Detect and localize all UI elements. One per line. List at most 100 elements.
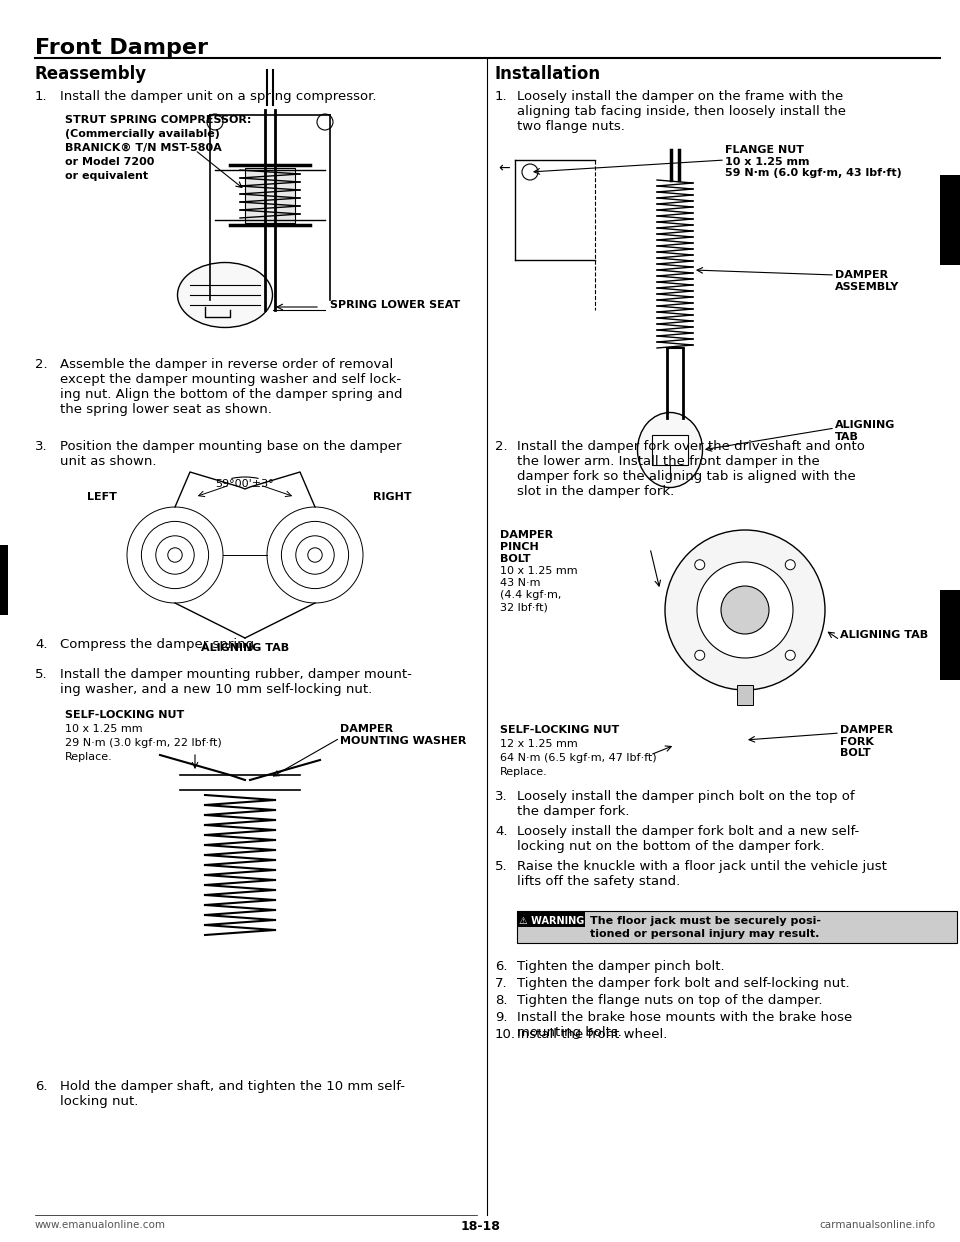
Circle shape bbox=[317, 114, 333, 130]
Text: 10 x 1.25 mm: 10 x 1.25 mm bbox=[500, 566, 578, 576]
Text: ←: ← bbox=[498, 161, 510, 175]
Text: 1.: 1. bbox=[35, 89, 48, 103]
Circle shape bbox=[207, 114, 223, 130]
Text: 10 x 1.25 mm: 10 x 1.25 mm bbox=[65, 724, 143, 734]
Text: ALIGNING TAB: ALIGNING TAB bbox=[840, 630, 928, 640]
Circle shape bbox=[721, 586, 769, 633]
Circle shape bbox=[281, 522, 348, 589]
Text: 1.: 1. bbox=[495, 89, 508, 103]
Text: 6.: 6. bbox=[495, 960, 508, 972]
Text: 3.: 3. bbox=[495, 790, 508, 804]
Text: ALIGNING
TAB: ALIGNING TAB bbox=[835, 420, 896, 442]
Circle shape bbox=[665, 530, 825, 691]
Text: (Commercially available): (Commercially available) bbox=[65, 129, 220, 139]
Text: 2.: 2. bbox=[35, 358, 48, 371]
Text: carmanualsonline.info: carmanualsonline.info bbox=[819, 1220, 935, 1230]
Circle shape bbox=[267, 507, 363, 604]
Circle shape bbox=[695, 651, 705, 661]
Circle shape bbox=[127, 507, 223, 604]
Text: ALIGNING TAB: ALIGNING TAB bbox=[201, 643, 289, 653]
Circle shape bbox=[296, 535, 334, 574]
Text: FLANGE NUT
10 x 1.25 mm
59 N·m (6.0 kgf·m, 43 lbf·ft): FLANGE NUT 10 x 1.25 mm 59 N·m (6.0 kgf·… bbox=[725, 145, 901, 178]
Text: 43 N·m: 43 N·m bbox=[500, 578, 540, 587]
Circle shape bbox=[141, 522, 208, 589]
Text: Install the brake hose mounts with the brake hose
mounting bolts.: Install the brake hose mounts with the b… bbox=[517, 1011, 852, 1040]
Text: Tighten the damper pinch bolt.: Tighten the damper pinch bolt. bbox=[517, 960, 725, 972]
Text: SELF-LOCKING NUT: SELF-LOCKING NUT bbox=[500, 725, 619, 735]
Text: 18-18: 18-18 bbox=[460, 1220, 500, 1233]
Circle shape bbox=[785, 651, 795, 661]
Text: Install the damper fork over the driveshaft and onto
the lower arm. Install the : Install the damper fork over the drivesh… bbox=[517, 440, 865, 498]
Bar bbox=[652, 435, 688, 465]
Text: Reassembly: Reassembly bbox=[35, 65, 147, 83]
Text: Hold the damper shaft, and tighten the 10 mm self-
locking nut.: Hold the damper shaft, and tighten the 1… bbox=[60, 1081, 405, 1108]
Text: ⚠ WARNING: ⚠ WARNING bbox=[519, 917, 585, 927]
Text: Loosely install the damper on the frame with the
aligning tab facing inside, the: Loosely install the damper on the frame … bbox=[517, 89, 846, 133]
Text: BOLT: BOLT bbox=[500, 554, 531, 564]
Text: 9.: 9. bbox=[495, 1011, 508, 1023]
Text: or equivalent: or equivalent bbox=[65, 171, 148, 181]
Text: Tighten the flange nuts on top of the damper.: Tighten the flange nuts on top of the da… bbox=[517, 994, 823, 1007]
Text: Front Damper: Front Damper bbox=[35, 39, 208, 58]
Text: STRUT SPRING COMPRESSOR:: STRUT SPRING COMPRESSOR: bbox=[65, 116, 252, 125]
Text: 12 x 1.25 mm: 12 x 1.25 mm bbox=[500, 739, 578, 749]
Text: The floor jack must be securely posi-
tioned or personal injury may result.: The floor jack must be securely posi- ti… bbox=[590, 917, 821, 939]
Text: Assemble the damper in reverse order of removal
except the damper mounting washe: Assemble the damper in reverse order of … bbox=[60, 358, 402, 416]
Text: www.emanualonline.com: www.emanualonline.com bbox=[35, 1220, 166, 1230]
Text: Tighten the damper fork bolt and self-locking nut.: Tighten the damper fork bolt and self-lo… bbox=[517, 977, 850, 990]
Text: Loosely install the damper pinch bolt on the top of
the damper fork.: Loosely install the damper pinch bolt on… bbox=[517, 790, 854, 818]
Circle shape bbox=[695, 560, 705, 570]
Ellipse shape bbox=[637, 412, 703, 488]
Text: Position the damper mounting base on the damper
unit as shown.: Position the damper mounting base on the… bbox=[60, 440, 401, 468]
FancyBboxPatch shape bbox=[737, 686, 753, 705]
Text: DAMPER: DAMPER bbox=[500, 530, 553, 540]
Text: SPRING LOWER SEAT: SPRING LOWER SEAT bbox=[330, 301, 460, 310]
Ellipse shape bbox=[178, 262, 273, 328]
Text: 10.: 10. bbox=[495, 1028, 516, 1041]
Text: 32 lbf·ft): 32 lbf·ft) bbox=[500, 602, 548, 612]
Circle shape bbox=[522, 164, 538, 180]
Text: (4.4 kgf·m,: (4.4 kgf·m, bbox=[500, 590, 562, 600]
Text: 59°00'±3°: 59°00'±3° bbox=[216, 479, 275, 489]
Text: 3.: 3. bbox=[35, 440, 48, 453]
Text: Compress the damper spring.: Compress the damper spring. bbox=[60, 638, 258, 651]
Text: 7.: 7. bbox=[495, 977, 508, 990]
Text: 4.: 4. bbox=[35, 638, 47, 651]
FancyBboxPatch shape bbox=[517, 910, 957, 943]
Text: 64 N·m (6.5 kgf·m, 47 lbf·ft): 64 N·m (6.5 kgf·m, 47 lbf·ft) bbox=[500, 753, 657, 763]
Text: 5.: 5. bbox=[35, 668, 48, 681]
Text: PINCH: PINCH bbox=[500, 542, 539, 551]
Text: RIGHT: RIGHT bbox=[373, 492, 412, 502]
Circle shape bbox=[156, 535, 194, 574]
Text: 4.: 4. bbox=[495, 825, 508, 838]
Text: Loosely install the damper fork bolt and a new self-
locking nut on the bottom o: Loosely install the damper fork bolt and… bbox=[517, 825, 859, 853]
Bar bbox=[245, 168, 295, 224]
Text: Install the damper unit on a spring compressor.: Install the damper unit on a spring comp… bbox=[60, 89, 376, 103]
Text: 8.: 8. bbox=[495, 994, 508, 1007]
Bar bbox=[940, 590, 960, 681]
Text: SELF-LOCKING NUT: SELF-LOCKING NUT bbox=[65, 710, 184, 720]
Text: Installation: Installation bbox=[495, 65, 601, 83]
Circle shape bbox=[308, 548, 323, 563]
Circle shape bbox=[785, 560, 795, 570]
Text: DAMPER
FORK
BOLT: DAMPER FORK BOLT bbox=[840, 725, 893, 758]
Bar bbox=[517, 910, 585, 927]
Text: Raise the knuckle with a floor jack until the vehicle just
lifts off the safety : Raise the knuckle with a floor jack unti… bbox=[517, 859, 887, 888]
Bar bbox=[940, 175, 960, 265]
Text: Install the front wheel.: Install the front wheel. bbox=[517, 1028, 667, 1041]
Text: 2.: 2. bbox=[495, 440, 508, 453]
Text: DAMPER
MOUNTING WASHER: DAMPER MOUNTING WASHER bbox=[340, 724, 467, 745]
Bar bbox=[0, 545, 8, 615]
Text: BRANICK® T/N MST-580A: BRANICK® T/N MST-580A bbox=[65, 143, 222, 153]
Circle shape bbox=[168, 548, 182, 563]
Text: 6.: 6. bbox=[35, 1081, 47, 1093]
Text: Replace.: Replace. bbox=[500, 768, 548, 777]
Text: Install the damper mounting rubber, damper mount-
ing washer, and a new 10 mm se: Install the damper mounting rubber, damp… bbox=[60, 668, 412, 696]
Circle shape bbox=[697, 561, 793, 658]
Text: LEFT: LEFT bbox=[87, 492, 117, 502]
Text: or Model 7200: or Model 7200 bbox=[65, 156, 155, 166]
Text: 5.: 5. bbox=[495, 859, 508, 873]
Text: 29 N·m (3.0 kgf·m, 22 lbf·ft): 29 N·m (3.0 kgf·m, 22 lbf·ft) bbox=[65, 738, 222, 748]
Text: Replace.: Replace. bbox=[65, 751, 112, 763]
Text: DAMPER
ASSEMBLY: DAMPER ASSEMBLY bbox=[835, 270, 900, 292]
